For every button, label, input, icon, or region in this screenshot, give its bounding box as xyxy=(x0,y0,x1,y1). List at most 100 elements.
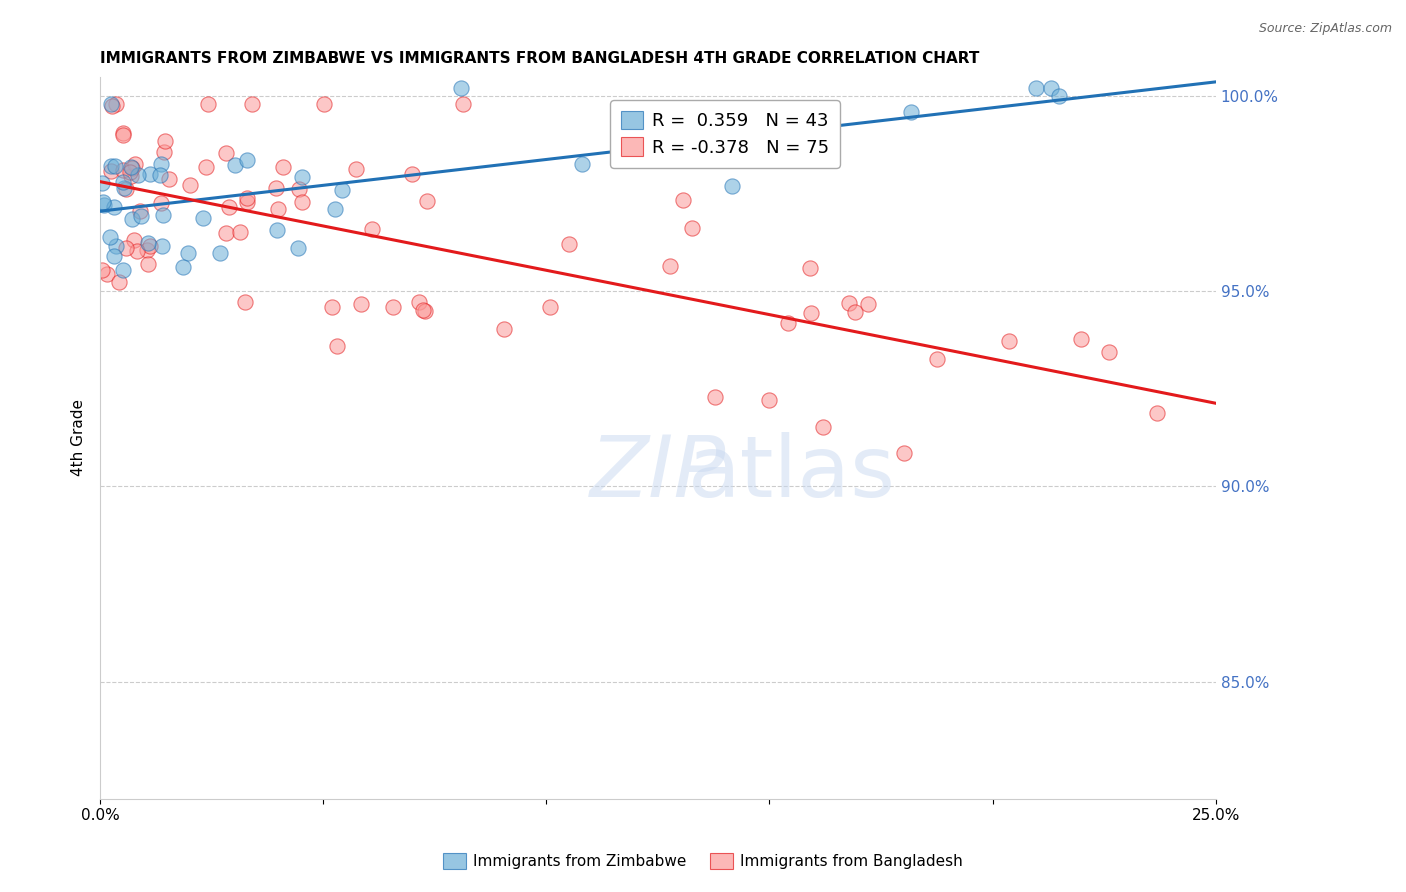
Immigrants from Zimbabwe xyxy=(112,263,135,277)
Immigrants from Bangladesh xyxy=(998,334,1021,348)
Immigrants from Bangladesh xyxy=(1098,345,1121,359)
Immigrants from Bangladesh xyxy=(111,128,134,142)
Immigrants from Bangladesh xyxy=(240,96,263,111)
Immigrants from Zimbabwe xyxy=(150,157,173,171)
Immigrants from Bangladesh xyxy=(321,301,343,315)
Immigrants from Bangladesh xyxy=(215,227,238,241)
Immigrants from Zimbabwe xyxy=(120,161,142,175)
Immigrants from Bangladesh xyxy=(326,339,349,353)
Immigrants from Bangladesh xyxy=(91,262,114,277)
Text: atlas: atlas xyxy=(688,433,896,516)
Immigrants from Bangladesh xyxy=(194,161,217,175)
Immigrants from Zimbabwe xyxy=(138,236,160,251)
Text: IMMIGRANTS FROM ZIMBABWE VS IMMIGRANTS FROM BANGLADESH 4TH GRADE CORRELATION CHA: IMMIGRANTS FROM ZIMBABWE VS IMMIGRANTS F… xyxy=(100,51,980,66)
Immigrants from Bangladesh xyxy=(100,164,122,178)
Immigrants from Bangladesh xyxy=(104,96,127,111)
Immigrants from Bangladesh xyxy=(494,322,516,336)
Immigrants from Bangladesh xyxy=(382,300,405,314)
Immigrants from Bangladesh xyxy=(179,178,201,193)
Immigrants from Bangladesh xyxy=(100,99,122,113)
Immigrants from Zimbabwe xyxy=(789,146,811,161)
Immigrants from Zimbabwe xyxy=(127,168,149,182)
Immigrants from Zimbabwe xyxy=(236,153,259,167)
Immigrants from Bangladesh xyxy=(1070,332,1092,346)
Immigrants from Bangladesh xyxy=(112,162,135,177)
Immigrants from Zimbabwe xyxy=(139,167,162,181)
Immigrants from Bangladesh xyxy=(235,294,257,309)
Immigrants from Bangladesh xyxy=(893,446,915,460)
Immigrants from Zimbabwe xyxy=(150,239,173,253)
Immigrants from Bangladesh xyxy=(558,236,581,251)
Immigrants from Bangladesh xyxy=(236,190,259,204)
Immigrants from Bangladesh xyxy=(114,182,136,196)
Immigrants from Bangladesh xyxy=(150,196,173,211)
Immigrants from Zimbabwe xyxy=(330,183,353,197)
Immigrants from Zimbabwe xyxy=(1025,81,1047,95)
Immigrants from Bangladesh xyxy=(856,296,879,310)
Text: Source: ZipAtlas.com: Source: ZipAtlas.com xyxy=(1258,22,1392,36)
Immigrants from Zimbabwe xyxy=(323,202,346,217)
Text: ZIP: ZIP xyxy=(589,433,725,516)
Immigrants from Bangladesh xyxy=(153,145,176,160)
Immigrants from Zimbabwe xyxy=(720,178,742,193)
Immigrants from Bangladesh xyxy=(658,259,681,273)
Immigrants from Bangladesh xyxy=(672,194,695,208)
Immigrants from Bangladesh xyxy=(361,222,384,236)
Immigrants from Zimbabwe xyxy=(93,197,115,211)
Immigrants from Bangladesh xyxy=(758,393,780,408)
Immigrants from Zimbabwe xyxy=(121,212,143,227)
Immigrants from Bangladesh xyxy=(811,420,834,434)
Immigrants from Zimbabwe xyxy=(103,249,125,263)
Immigrants from Bangladesh xyxy=(314,96,336,111)
Immigrants from Bangladesh xyxy=(704,390,727,404)
Immigrants from Bangladesh xyxy=(344,162,367,177)
Immigrants from Zimbabwe xyxy=(149,168,172,182)
Immigrants from Bangladesh xyxy=(197,96,219,111)
Immigrants from Bangladesh xyxy=(139,239,162,253)
Immigrants from Zimbabwe xyxy=(208,246,231,260)
Immigrants from Zimbabwe xyxy=(103,200,125,214)
Immigrants from Bangladesh xyxy=(96,267,118,281)
Y-axis label: 4th Grade: 4th Grade xyxy=(72,399,86,476)
Immigrants from Bangladesh xyxy=(121,161,143,175)
Immigrants from Zimbabwe xyxy=(100,159,122,173)
Immigrants from Bangladesh xyxy=(271,161,294,175)
Immigrants from Bangladesh xyxy=(288,182,311,196)
Immigrants from Zimbabwe xyxy=(129,209,152,223)
Immigrants from Bangladesh xyxy=(218,201,240,215)
Immigrants from Zimbabwe xyxy=(91,194,114,209)
Immigrants from Zimbabwe xyxy=(450,81,472,95)
Immigrants from Bangladesh xyxy=(681,221,703,235)
Immigrants from Bangladesh xyxy=(408,295,430,310)
Immigrants from Bangladesh xyxy=(229,225,252,239)
Immigrants from Bangladesh xyxy=(291,194,314,209)
Immigrants from Zimbabwe xyxy=(1049,89,1071,103)
Immigrants from Bangladesh xyxy=(118,165,141,179)
Immigrants from Bangladesh xyxy=(120,169,142,183)
Immigrants from Zimbabwe xyxy=(620,108,643,122)
Immigrants from Bangladesh xyxy=(124,156,146,170)
Immigrants from Bangladesh xyxy=(1146,407,1168,421)
Immigrants from Bangladesh xyxy=(125,244,148,258)
Immigrants from Zimbabwe xyxy=(152,208,174,222)
Immigrants from Zimbabwe xyxy=(571,156,593,170)
Immigrants from Zimbabwe xyxy=(287,240,309,254)
Immigrants from Zimbabwe xyxy=(191,211,214,226)
Immigrants from Bangladesh xyxy=(138,257,160,271)
Immigrants from Bangladesh xyxy=(107,275,129,289)
Immigrants from Bangladesh xyxy=(844,305,866,319)
Immigrants from Zimbabwe xyxy=(1040,81,1063,95)
Immigrants from Zimbabwe xyxy=(100,97,122,112)
Immigrants from Bangladesh xyxy=(799,260,821,275)
Immigrants from Bangladesh xyxy=(264,180,287,194)
Immigrants from Bangladesh xyxy=(413,304,436,318)
Immigrants from Bangladesh xyxy=(416,194,439,208)
Immigrants from Bangladesh xyxy=(267,202,290,216)
Immigrants from Zimbabwe xyxy=(224,158,246,172)
Immigrants from Zimbabwe xyxy=(900,105,922,120)
Immigrants from Bangladesh xyxy=(925,351,948,366)
Immigrants from Zimbabwe xyxy=(104,159,127,173)
Immigrants from Bangladesh xyxy=(136,243,159,257)
Immigrants from Bangladesh xyxy=(451,96,474,111)
Immigrants from Bangladesh xyxy=(155,134,177,148)
